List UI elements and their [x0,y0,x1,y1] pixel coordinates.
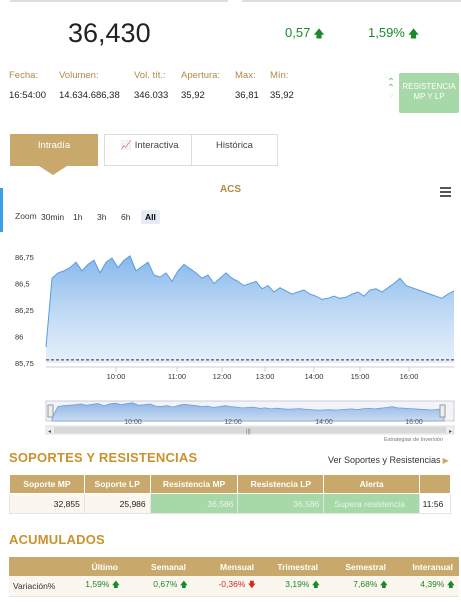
y-tick-label: 86,25 [15,306,34,315]
sr-section-title: SOPORTES Y RESISTENCIAS [9,450,198,465]
scroll-right-icon: ▸ [449,429,452,435]
acc-section-title: ACUMULADOS [9,532,105,547]
stat-fecha: Fecha: 16:54:00 [9,70,46,101]
active-tab-arrow [39,166,67,175]
zoom-label: Zoom [15,211,37,221]
arrow-up-icon: 🡅 [446,579,455,589]
price-change: 0,57 🡅 [285,25,325,40]
scroll-left-icon: ◂ [48,429,51,435]
chevron-up-icon: ⌃ ⌃ ○ [386,77,396,100]
price-change-pct: 1,59% 🡅 [368,25,420,40]
arrow-up-icon: 🡅 [111,579,120,589]
zoom-6h-button[interactable]: 6h [121,212,131,222]
zoom-30min-button[interactable]: 30min [41,212,65,222]
navigator-handle-left [47,404,54,418]
chart-title: ACS [219,184,242,195]
top-border-right [242,0,461,2]
arrow-up-icon: 🡅 [179,579,188,589]
tab-historica[interactable]: Histórica [191,134,278,166]
side-accent [0,188,3,232]
acc-cell: 3,19% 🡅 [260,576,324,597]
y-tick-label: 86,5 [15,280,30,289]
resistance-button[interactable]: RESISTENCIA MP Y LP [399,73,459,113]
acc-cell: -0,36% 🡇 [192,576,260,597]
triangle-right-icon: ▶ [442,456,449,465]
y-tick-label: 86,75 [15,253,34,262]
navigator-tick-label: 16:00 [405,419,423,426]
arrow-down-icon: 🡇 [247,579,256,589]
stat-max: Max: 36,81 [235,70,259,101]
x-tick-label: 11:00 [168,372,186,381]
navigator-tick-label: 14:00 [315,419,333,426]
arrow-up-icon: 🡅 [379,579,388,589]
stat-min: Mín: 35,92 [270,70,294,101]
table-header-row: Soporte MP Soporte LP Resistencia MP Res… [9,474,452,494]
navigator-scroll-thumb [54,427,446,433]
x-tick-label: 13:00 [256,372,275,381]
zoom-1h-button[interactable]: 1h [73,212,83,222]
stat-vol-tit: Vol. tít.: 346.033 [134,70,169,101]
price-line [45,255,455,348]
navigator-area [51,402,445,422]
x-tick-label: 10:00 [107,372,126,381]
acc-cell: 4,39% 🡅 [392,576,459,597]
price-chart[interactable]: 85,75 86 86,25 86,5 86,75 10:00 11:00 12:00 13:… [0,237,461,442]
acc-cell: 7,68% 🡅 [324,576,392,597]
last-price: 36,430 [68,18,151,48]
x-tick-label: 12:00 [213,372,232,381]
y-tick-label: 86 [15,333,23,342]
table-row: 32,855 25,986 36,586 36,586 Supera resis… [9,493,452,514]
zoom-all-button[interactable]: All [141,210,160,224]
table-row: Variación% 1,59% 🡅 0,67% 🡅 -0,36% 🡇 3,19… [9,576,459,597]
quote-header: 36,430 0,57 🡅 1,59% 🡅 [0,12,461,57]
price-area [46,255,454,363]
x-tick-label: 14:00 [305,372,324,381]
chart-credits[interactable]: Estrategias de Inversión [384,437,444,443]
x-tick-label: 16:00 [400,372,419,381]
acc-table: Último Semanal Mensual Trimestral Semest… [9,557,459,597]
chart-line-icon: 📈 [120,140,132,150]
arrow-up-icon: 🡅 [311,579,320,589]
y-tick-label: 85,75 [15,359,34,368]
menu-icon[interactable] [440,187,451,199]
tab-intradia[interactable]: Intradía [10,134,98,166]
sr-table: Soporte MP Soporte LP Resistencia MP Res… [9,474,452,514]
acc-cell: 1,59% 🡅 [69,576,124,597]
navigator-tick-label: 10:00 [124,419,142,426]
x-tick-label: 15:00 [351,372,370,381]
stat-apertura: Apertura: 35,92 [181,70,221,101]
navigator-tick-label: 12:00 [224,419,242,426]
acc-cell: 0,67% 🡅 [124,576,192,597]
arrow-up-icon: 🡅 [313,28,325,40]
top-border-left [10,0,228,2]
zoom-3h-button[interactable]: 3h [97,212,107,222]
arrow-up-icon: 🡅 [407,28,420,40]
navigator-handle-right [439,404,446,418]
stat-volumen: Volumen: 14.634.686,38 [59,70,120,101]
tab-interactiva[interactable]: 📈 Interactiva [104,134,195,166]
scroll-grip-icon: ||| [246,429,251,435]
table-header-row: Último Semanal Mensual Trimestral Semest… [9,557,459,576]
sr-link[interactable]: Ver Soportes y Resistencias ▶ [328,455,449,465]
